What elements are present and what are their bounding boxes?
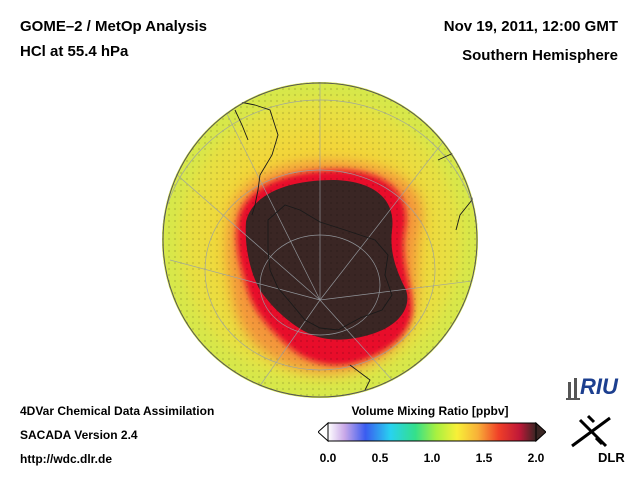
globe-map — [160, 80, 480, 400]
map-subtitle: HCl at 55.4 hPa — [20, 43, 129, 60]
globe-svg — [162, 82, 478, 398]
colorbar — [317, 420, 547, 444]
colorbar-title: Volume Mixing Ratio [ppbv] — [351, 404, 509, 418]
footer-url[interactable]: http://wdc.dlr.de — [20, 452, 112, 466]
date-label: Nov 19, 2011, 12:00 GMT — [443, 18, 618, 35]
colorbar-tick-label: 0.0 — [319, 451, 337, 465]
dlr-logo — [566, 412, 626, 472]
map-title: GOME–2 / MetOp Analysis — [20, 18, 207, 35]
graticule — [162, 82, 478, 398]
colorbar-gradient — [327, 422, 537, 442]
colorbar-tick-label: 1.0 — [423, 451, 441, 465]
region-label: Southern Hemisphere — [462, 47, 618, 64]
footer-version: SACADA Version 2.4 — [20, 428, 138, 442]
footer-method: 4DVar Chemical Data Assimilation — [20, 404, 215, 418]
dlr-logo-icon — [571, 414, 611, 448]
colorbar-tick-label: 2.0 — [527, 451, 545, 465]
dlr-logo-text: DLR — [598, 450, 625, 465]
colorbar-max-arrow — [535, 421, 547, 443]
riu-building-icon — [566, 378, 580, 400]
riu-logo: RIU — [566, 374, 626, 404]
colorbar-svg — [317, 421, 547, 443]
riu-logo-text: RIU — [580, 374, 618, 399]
colorbar-min-arrow — [317, 421, 329, 443]
colorbar-tick-label: 1.5 — [475, 451, 493, 465]
colorbar-tick-label: 0.5 — [371, 451, 389, 465]
